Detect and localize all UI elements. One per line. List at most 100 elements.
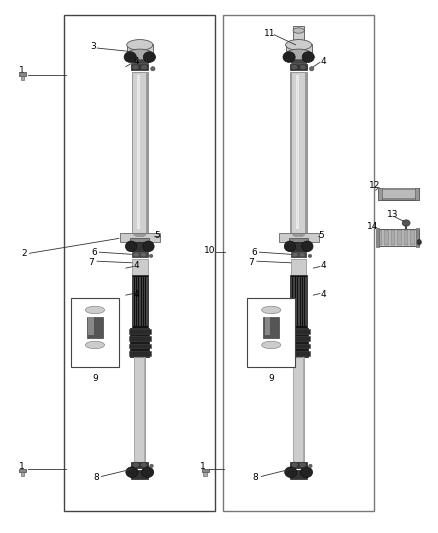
Bar: [120, 233, 160, 241]
Bar: [286, 44, 312, 54]
Ellipse shape: [261, 306, 281, 314]
Bar: [303, 357, 304, 463]
Bar: [296, 75, 299, 229]
Ellipse shape: [124, 52, 136, 62]
Bar: [146, 277, 148, 326]
Text: 8: 8: [93, 473, 99, 482]
Ellipse shape: [85, 341, 105, 349]
Ellipse shape: [150, 464, 153, 467]
Text: 11: 11: [264, 29, 276, 38]
Text: 8: 8: [253, 473, 258, 482]
Ellipse shape: [310, 67, 314, 71]
Ellipse shape: [151, 67, 155, 71]
Text: 5: 5: [154, 231, 160, 240]
Ellipse shape: [143, 241, 154, 252]
Bar: [291, 259, 307, 275]
Ellipse shape: [286, 49, 312, 60]
Ellipse shape: [417, 239, 421, 245]
Polygon shape: [134, 235, 146, 236]
Bar: [139, 277, 141, 326]
Bar: [293, 357, 294, 463]
Ellipse shape: [308, 254, 312, 257]
Ellipse shape: [140, 253, 146, 257]
Text: 2: 2: [21, 249, 27, 258]
Bar: [290, 64, 307, 70]
Bar: [397, 230, 402, 245]
Bar: [305, 277, 307, 326]
Bar: [144, 277, 145, 326]
Ellipse shape: [299, 462, 306, 467]
Bar: [71, 298, 119, 367]
Bar: [131, 275, 148, 328]
Bar: [378, 198, 419, 200]
Bar: [132, 56, 148, 63]
Bar: [223, 14, 374, 512]
Ellipse shape: [132, 64, 139, 70]
Ellipse shape: [300, 467, 313, 478]
Ellipse shape: [125, 241, 137, 252]
Text: 5: 5: [318, 231, 324, 240]
Bar: [142, 277, 143, 326]
Ellipse shape: [143, 52, 155, 62]
Bar: [129, 336, 151, 341]
Ellipse shape: [140, 462, 147, 467]
Text: 9: 9: [268, 374, 274, 383]
Bar: [289, 328, 308, 357]
Text: 6: 6: [251, 248, 257, 257]
Bar: [378, 188, 382, 200]
Text: 4: 4: [134, 261, 139, 270]
Bar: [378, 188, 419, 200]
Bar: [415, 188, 419, 200]
Bar: [131, 72, 148, 235]
Bar: [305, 72, 307, 235]
Ellipse shape: [302, 241, 313, 252]
Text: 4: 4: [321, 57, 326, 66]
Bar: [87, 317, 103, 338]
Ellipse shape: [300, 64, 307, 70]
Text: 1: 1: [200, 463, 206, 471]
Ellipse shape: [149, 254, 153, 257]
Polygon shape: [293, 235, 305, 236]
Bar: [291, 277, 293, 326]
Bar: [289, 238, 308, 246]
Text: 6: 6: [91, 248, 97, 257]
Ellipse shape: [286, 39, 312, 50]
Bar: [134, 357, 135, 463]
Bar: [293, 277, 295, 326]
Ellipse shape: [309, 464, 312, 467]
Ellipse shape: [293, 28, 304, 33]
Bar: [129, 344, 151, 349]
Bar: [263, 317, 279, 338]
Bar: [279, 233, 319, 241]
Bar: [303, 277, 304, 326]
Bar: [377, 229, 419, 246]
Text: 4: 4: [321, 261, 326, 270]
Text: 7: 7: [248, 258, 254, 266]
Bar: [129, 329, 151, 334]
Bar: [203, 472, 207, 476]
Bar: [131, 462, 148, 468]
Bar: [132, 259, 148, 275]
Bar: [378, 230, 382, 245]
Text: 3: 3: [90, 42, 95, 51]
Ellipse shape: [291, 64, 298, 70]
Bar: [130, 238, 149, 246]
Bar: [64, 14, 215, 512]
Bar: [296, 277, 297, 326]
Ellipse shape: [141, 64, 148, 70]
Bar: [134, 277, 136, 326]
Bar: [130, 328, 149, 357]
Ellipse shape: [133, 253, 139, 257]
Bar: [288, 351, 310, 356]
Text: 1: 1: [18, 66, 24, 75]
Ellipse shape: [284, 241, 296, 252]
Bar: [288, 336, 310, 341]
Bar: [131, 470, 148, 479]
Bar: [290, 275, 307, 328]
Bar: [137, 277, 138, 326]
Bar: [290, 241, 307, 251]
Bar: [300, 277, 302, 326]
Bar: [291, 56, 307, 63]
Ellipse shape: [261, 341, 281, 349]
Bar: [416, 228, 419, 247]
